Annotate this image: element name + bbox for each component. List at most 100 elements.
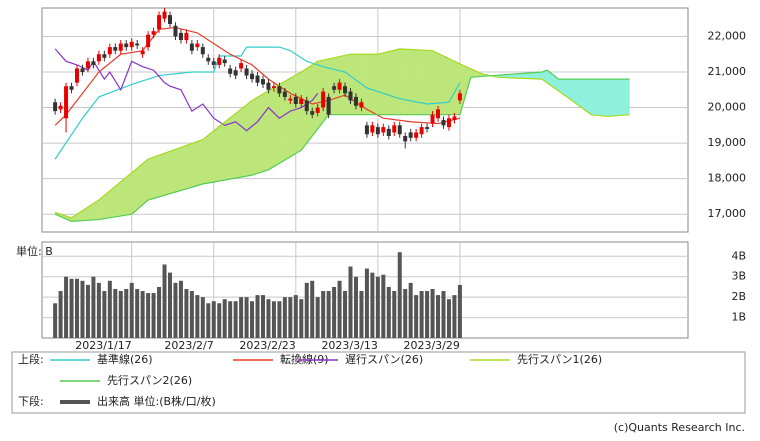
cloud-fill [374, 53, 379, 115]
volume-bar [211, 301, 216, 338]
candle-body [370, 125, 375, 133]
cloud-fill [615, 78, 619, 117]
candle-body [375, 127, 380, 135]
cloud-fill [596, 78, 600, 116]
candle-body [414, 132, 419, 138]
volume-bar [102, 291, 107, 338]
volume-bar [75, 278, 80, 338]
volume-bar [359, 291, 364, 338]
y-tick-label: 21,000 [708, 65, 747, 78]
y-tick-label: 22,000 [708, 29, 747, 42]
cloud-fill [125, 174, 130, 216]
volume-bar [124, 288, 129, 338]
cloud-fill [536, 71, 540, 80]
volume-bar [58, 291, 63, 338]
cloud-fill [273, 85, 277, 167]
volume-bar [189, 291, 194, 338]
cloud-fill [221, 121, 225, 181]
volume-bar [310, 280, 315, 338]
cloud-fill [87, 204, 91, 221]
cloud-fill [243, 104, 247, 177]
candle-body [222, 59, 227, 64]
volume-bar [255, 295, 260, 338]
cloud-fill [443, 55, 447, 115]
cloud-fill [188, 143, 193, 189]
candle-body [419, 127, 424, 135]
cloud-fill [577, 78, 581, 108]
cloud-fill [235, 110, 239, 179]
cloud-fill [437, 52, 442, 115]
cloud-fill [90, 203, 94, 221]
candle-body [386, 128, 391, 136]
cloud-fill [213, 128, 217, 183]
candle-body [255, 75, 260, 83]
cloud-fill [623, 78, 627, 116]
cloud-fill [292, 74, 297, 156]
volume-bar [414, 295, 419, 338]
cloud-fill [156, 154, 160, 198]
cloud-fill [197, 140, 201, 186]
candle-body [288, 98, 293, 101]
cloud-fill [388, 50, 392, 115]
cloud-fill [142, 160, 146, 206]
legend-label: 転換線(9) [280, 352, 329, 366]
legend-label: 遅行スパン(26) [345, 353, 423, 366]
cloud-fill [612, 78, 617, 117]
cloud-fill [265, 90, 269, 172]
cloud-fill [574, 78, 578, 106]
cloud-fill [366, 53, 370, 115]
volume-bar [118, 291, 123, 338]
cloud-fill [150, 156, 154, 200]
cloud-fill [295, 73, 299, 154]
volume-bar [222, 299, 227, 338]
candle-body [140, 50, 145, 55]
cloud-fill [175, 148, 179, 193]
cloud-fill [593, 78, 597, 116]
x-tick-label: 2023/2/7 [164, 339, 213, 352]
candle-body [310, 111, 315, 115]
volume-bar [260, 295, 265, 338]
cloud-fill [158, 153, 163, 198]
volume-bar [370, 272, 375, 338]
cloud-fill [421, 49, 425, 115]
cloud-fill [618, 78, 622, 116]
cloud-fill [528, 72, 532, 79]
cloud-fill [205, 134, 209, 184]
volume-bar [184, 288, 189, 338]
volume-bar [91, 276, 96, 338]
legend-box [11, 351, 746, 414]
volume-bar [228, 301, 233, 338]
cloud-fill [347, 53, 351, 115]
volume-bar [173, 282, 178, 338]
cloud-fill [426, 50, 431, 115]
cloud-fill [413, 49, 417, 115]
volume-bar [457, 284, 462, 338]
cloud-fill [202, 136, 206, 185]
cloud-fill [120, 179, 124, 217]
y-tick-label: 1B [731, 311, 746, 324]
cloud-fill [383, 51, 387, 115]
cloud-fill [607, 78, 611, 117]
candle-body [364, 125, 369, 135]
cloud-fill [251, 98, 256, 176]
indicator-line [54, 48, 319, 132]
cloud-fill [180, 146, 184, 191]
y-tick-label: 3B [731, 270, 746, 283]
candle-body [250, 73, 255, 80]
candle-body [348, 91, 353, 101]
volume-bar [250, 301, 255, 338]
volume-bar [271, 301, 276, 338]
indicator-line [54, 48, 630, 219]
volume-bar [408, 282, 413, 338]
volume-bar [146, 293, 151, 338]
cloud-fill [372, 53, 376, 115]
candle-body [408, 132, 413, 138]
volume-bar [299, 299, 304, 338]
cloud-fill [432, 50, 436, 115]
cloud-fill [172, 148, 176, 194]
candle-body [107, 47, 112, 55]
candle-body [102, 54, 107, 58]
candle-body [233, 70, 238, 76]
cloud-fill [216, 126, 220, 182]
cloud-fill [385, 51, 390, 115]
